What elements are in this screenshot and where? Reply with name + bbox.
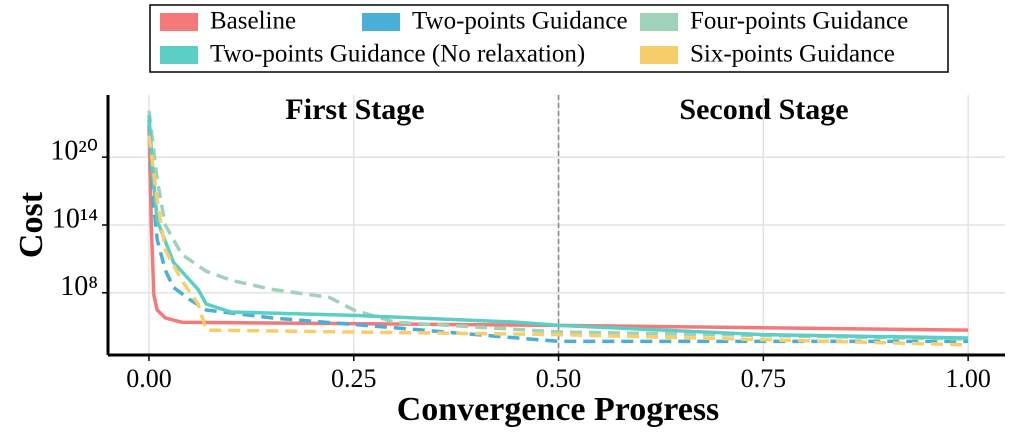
x-tick-label: 0.25 bbox=[331, 364, 377, 393]
legend-box bbox=[149, 4, 949, 73]
y-tick-label: 10¹⁴ bbox=[52, 203, 98, 234]
legend-label: Four-points Guidance bbox=[690, 8, 908, 35]
legend-label: Baseline bbox=[210, 8, 296, 35]
legend-swatch bbox=[640, 46, 678, 64]
series-line bbox=[147, 115, 969, 340]
x-axis-label: Convergence Progress bbox=[397, 391, 720, 428]
x-tick-label: 1.00 bbox=[945, 364, 991, 393]
legend-swatch bbox=[160, 46, 198, 64]
y-tick-label: 10⁸ bbox=[60, 271, 98, 302]
series-line bbox=[147, 119, 969, 344]
legend-swatch bbox=[640, 13, 678, 31]
annotation: First Stage bbox=[285, 93, 424, 126]
series-line bbox=[147, 125, 969, 332]
series-line bbox=[147, 135, 969, 347]
y-axis-label: Cost bbox=[13, 191, 50, 258]
x-tick-label: 0.00 bbox=[126, 364, 172, 393]
y-tick-label: 10²⁰ bbox=[50, 136, 98, 167]
legend-label: Six-points Guidance bbox=[690, 41, 895, 68]
x-tick-label: 0.50 bbox=[536, 364, 582, 393]
legend-label: Two-points Guidance (No relaxation) bbox=[210, 41, 585, 68]
legend-swatch bbox=[362, 13, 400, 31]
series-line bbox=[147, 110, 969, 341]
legend-swatch bbox=[160, 13, 198, 31]
x-tick-label: 0.75 bbox=[741, 364, 787, 393]
legend-label: Two-points Guidance bbox=[412, 8, 628, 35]
